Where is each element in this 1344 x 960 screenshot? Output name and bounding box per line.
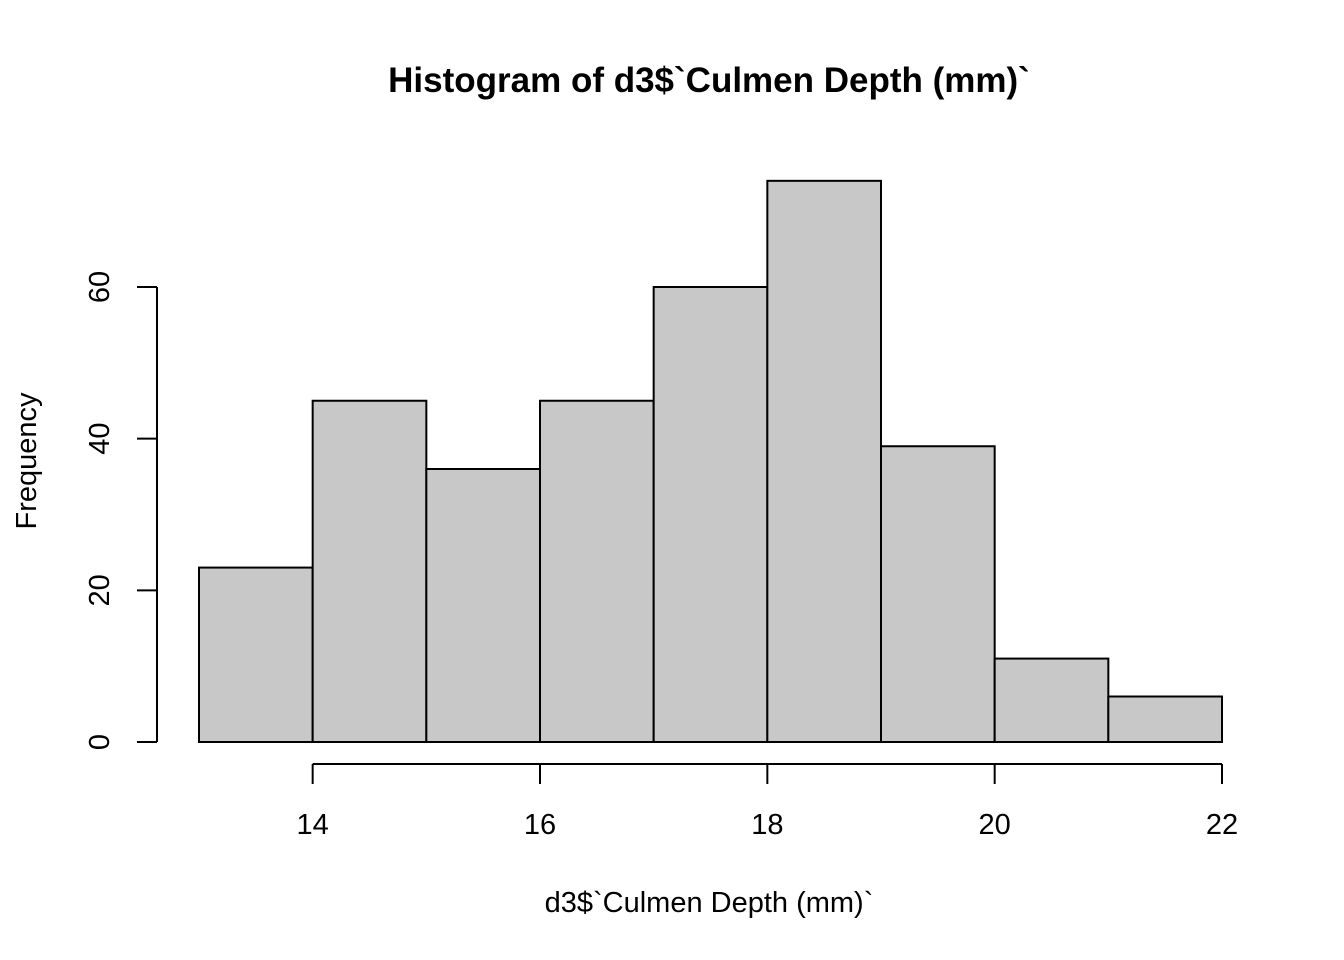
y-axis: 0 20 40 60 bbox=[84, 271, 158, 750]
y-tick-label: 60 bbox=[84, 271, 116, 303]
x-tick-label: 16 bbox=[524, 809, 556, 841]
histogram-bar bbox=[993, 657, 1110, 743]
x-axis: 14 16 18 20 22 bbox=[297, 763, 1238, 841]
x-tick-label: 14 bbox=[297, 809, 329, 841]
y-tick-label: 0 bbox=[84, 734, 116, 750]
histogram-bar bbox=[311, 399, 428, 743]
y-axis-label: Frequency bbox=[11, 392, 43, 530]
histogram-bar bbox=[652, 286, 769, 743]
y-tick-label: 20 bbox=[84, 574, 116, 606]
x-tick-label: 20 bbox=[979, 809, 1011, 841]
y-tick-label: 40 bbox=[84, 423, 116, 455]
x-axis-label: d3$`Culmen Depth (mm)` bbox=[545, 887, 874, 919]
histogram-bar bbox=[198, 566, 314, 743]
histogram-bars bbox=[198, 179, 1224, 744]
histogram-bar bbox=[880, 445, 996, 743]
x-tick-label: 22 bbox=[1206, 809, 1238, 841]
histogram-bar bbox=[425, 468, 542, 743]
chart-title: Histogram of d3$`Culmen Depth (mm)` bbox=[388, 61, 1030, 100]
x-tick-label: 18 bbox=[751, 809, 783, 841]
histogram-bar bbox=[1107, 695, 1224, 743]
histogram-bar bbox=[539, 399, 655, 743]
histogram-bar bbox=[766, 179, 882, 744]
